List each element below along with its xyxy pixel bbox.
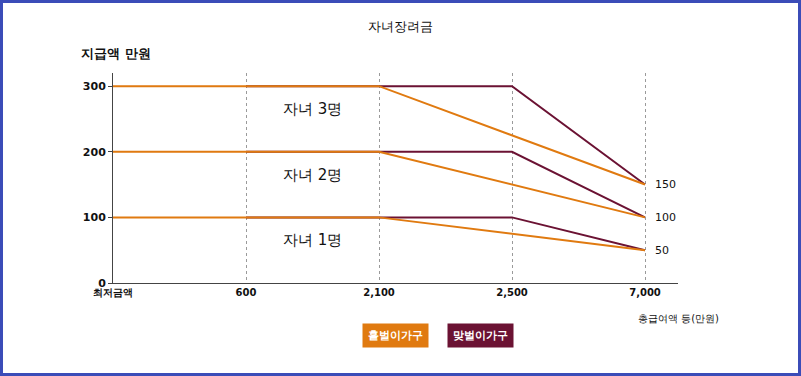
svg-text:총급여액 등(만원): 총급여액 등(만원) <box>638 313 719 324</box>
svg-text:자녀 3명: 자녀 3명 <box>283 100 342 118</box>
svg-text:홑벌이가구: 홑벌이가구 <box>368 329 423 342</box>
svg-text:300: 300 <box>83 80 106 93</box>
svg-text:200: 200 <box>83 146 106 159</box>
svg-text:600: 600 <box>236 287 257 298</box>
svg-text:자녀 1명: 자녀 1명 <box>283 231 342 249</box>
svg-text:자녀 2명: 자녀 2명 <box>283 166 342 184</box>
svg-text:100: 100 <box>83 211 106 224</box>
svg-text:150: 150 <box>655 178 676 191</box>
svg-text:지급액 만원: 지급액 만원 <box>81 46 151 61</box>
svg-text:2,500: 2,500 <box>496 287 528 298</box>
svg-text:0: 0 <box>98 277 106 290</box>
svg-text:50: 50 <box>655 244 669 257</box>
svg-text:자녀장려금: 자녀장려금 <box>368 19 433 34</box>
svg-text:7,000: 7,000 <box>629 287 661 298</box>
svg-text:2,100: 2,100 <box>363 287 395 298</box>
svg-text:100: 100 <box>655 211 676 224</box>
svg-text:최저금액: 최저금액 <box>93 287 133 298</box>
svg-text:맞벌이가구: 맞벌이가구 <box>453 329 508 342</box>
